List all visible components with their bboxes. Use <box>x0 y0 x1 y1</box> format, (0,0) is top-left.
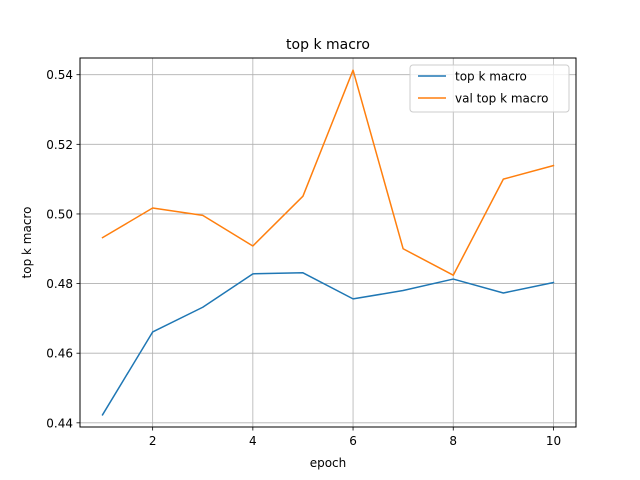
y-axis-ticks: 0.44 0.46 0.48 0.50 0.52 0.54 <box>46 68 80 430</box>
x-tick-label: 4 <box>249 434 257 448</box>
x-tick-label: 6 <box>349 434 357 448</box>
chart-title: top k macro <box>286 37 370 53</box>
x-tick-label: 10 <box>546 434 561 448</box>
x-tick-label: 8 <box>449 434 457 448</box>
plot-frame <box>79 57 577 428</box>
y-tick-label: 0.44 <box>46 416 73 430</box>
y-tick-label: 0.50 <box>46 207 73 221</box>
y-tick-label: 0.52 <box>46 138 73 152</box>
x-tick-label: 2 <box>149 434 157 448</box>
y-tick-label: 0.54 <box>46 68 73 82</box>
x-axis-title: epoch <box>310 456 347 470</box>
x-axis-ticks: 2 4 6 8 10 <box>149 427 561 448</box>
series-line-1 <box>101 69 555 276</box>
series-line-0 <box>101 272 555 416</box>
legend-box <box>409 64 570 113</box>
y-tick-label: 0.48 <box>46 277 73 291</box>
legend: top k macro val top k macro <box>409 64 570 113</box>
y-tick-label: 0.46 <box>46 347 73 361</box>
series-lines <box>101 69 555 416</box>
legend-label-top-k-macro: top k macro <box>455 70 527 84</box>
y-axis-title: top k macro <box>20 207 34 279</box>
legend-label-val-top-k-macro: val top k macro <box>455 92 549 106</box>
